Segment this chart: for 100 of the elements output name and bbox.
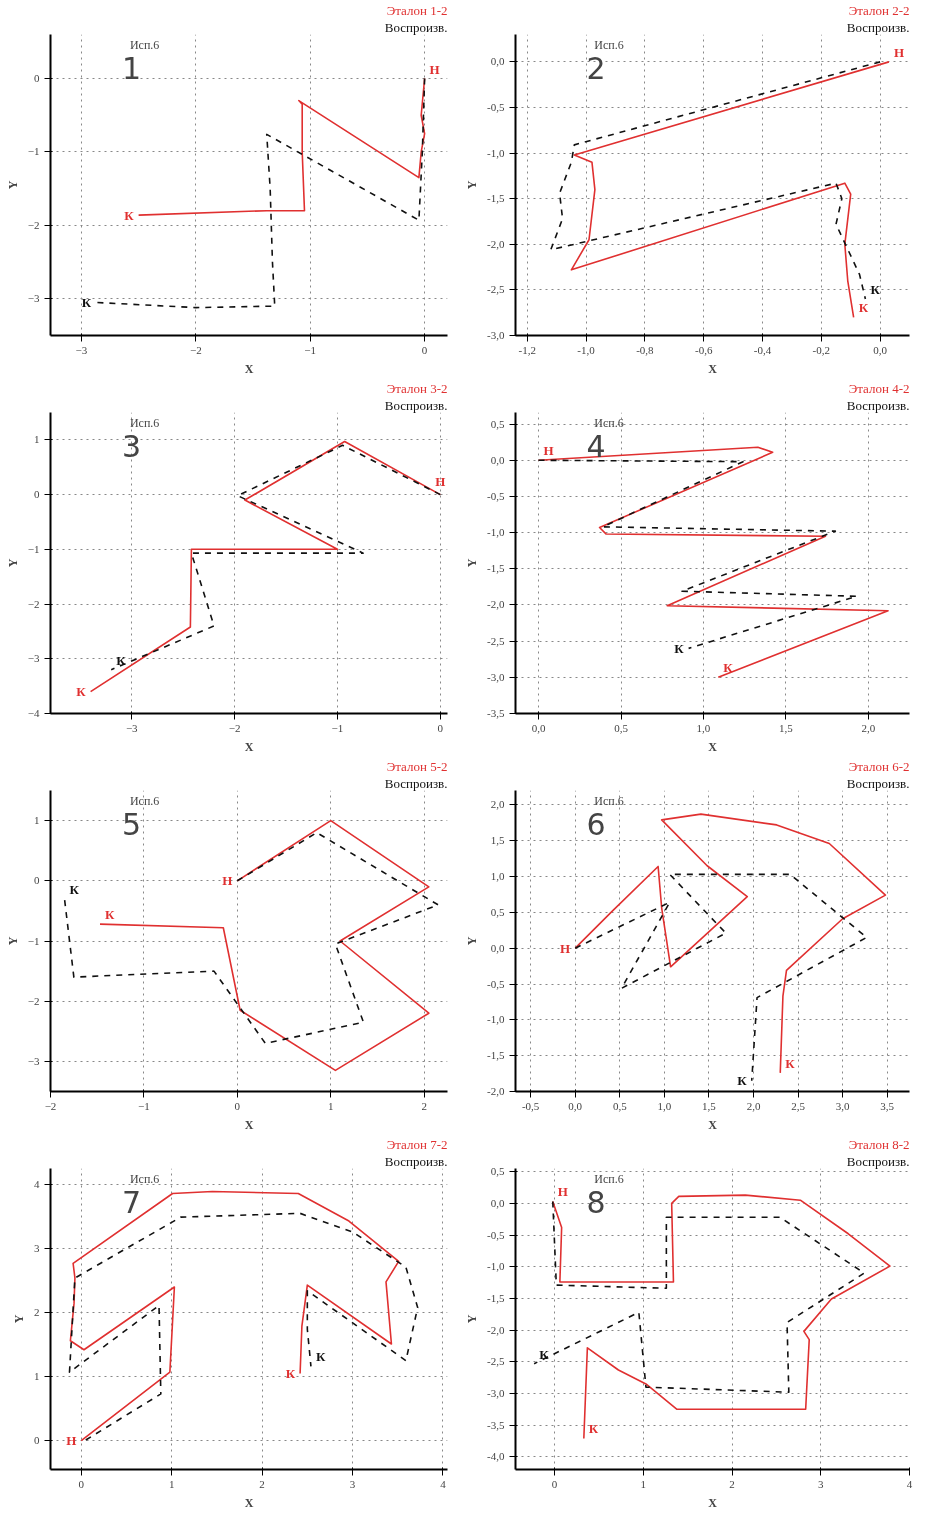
annotation: Н: [893, 44, 905, 60]
annotation: 3: [121, 428, 142, 464]
x-tick-label: 1,0: [696, 721, 711, 734]
y-tick-label: -4,0: [487, 1450, 505, 1463]
y-tick-label: -2,0: [487, 1323, 505, 1336]
annotation: 4: [586, 428, 606, 464]
x-tick-label: 3,5: [880, 1099, 895, 1112]
y-tick-label: 2: [34, 1306, 40, 1319]
x-tick-label: 0,5: [612, 1099, 628, 1112]
annotation: Н: [66, 1433, 77, 1449]
y-tick-label: 1: [34, 814, 40, 827]
annotation: Исп.6: [594, 1171, 624, 1186]
x-tick-label: −2: [228, 721, 241, 734]
annotation: Исп.6: [129, 1171, 160, 1186]
y-tick-label: 1: [34, 1370, 40, 1383]
text: Воспроизв.: [384, 19, 448, 35]
annotation: 7: [121, 1184, 142, 1220]
x-tick-label: 3: [818, 1477, 825, 1490]
text: Воспроизв.: [384, 397, 448, 413]
y-tick-label: 0: [34, 1434, 40, 1447]
annotation: К: [69, 881, 80, 897]
y-tick-label: -1,0: [487, 146, 505, 159]
y-tick-label: -1,0: [487, 526, 505, 539]
y-axis-title: Y: [465, 558, 480, 568]
y-tick-label: −2: [27, 597, 40, 610]
x-tick-label: -0,2: [812, 343, 831, 356]
annotation: Н: [543, 443, 554, 459]
y-axis-title: Y: [5, 180, 20, 190]
text: Воспроизв.: [846, 397, 910, 413]
annotation: К: [737, 1073, 748, 1089]
y-axis-title: Y: [12, 1314, 26, 1324]
y-tick-label: 0,0: [490, 55, 505, 68]
x-tick-label: 1,5: [778, 721, 794, 734]
annotation: Исп.6: [129, 793, 160, 808]
annotation: К: [723, 660, 734, 676]
y-tick-label: 1: [34, 433, 40, 446]
y-tick-label: -1,5: [487, 1049, 505, 1062]
y-axis-title: Y: [5, 558, 20, 568]
y-tick-label: -3,0: [487, 670, 505, 683]
annotation: 6: [586, 806, 606, 842]
annotation: Исп.6: [129, 415, 160, 430]
annotation: Н: [222, 873, 233, 889]
annotation: К: [76, 684, 87, 700]
annotation: К: [315, 1349, 326, 1365]
y-tick-label: -1,5: [487, 192, 505, 205]
x-tick-label: −3: [75, 343, 88, 356]
text: Эталон 5-2: [386, 758, 448, 774]
x-tick-label: 0,5: [614, 721, 629, 734]
y-axis-title: Y: [5, 936, 20, 946]
y-tick-label: 0,5: [490, 417, 505, 430]
y-tick-label: −3: [27, 1054, 40, 1067]
x-tick-label: 1: [327, 1099, 334, 1112]
x-tick-label: -0,6: [694, 343, 713, 356]
y-tick-label: -3,0: [487, 1386, 505, 1399]
y-tick-label: 0,0: [490, 1196, 505, 1209]
x-tick-label: 0: [551, 1477, 558, 1490]
annotation: К: [124, 207, 135, 223]
x-tick-label: 0: [234, 1099, 241, 1112]
y-tick-label: −3: [27, 652, 40, 665]
y-tick-label: −3: [27, 292, 40, 305]
annotation: К: [588, 1421, 599, 1437]
x-tick-label: 0,0: [873, 343, 888, 356]
annotation: Н: [435, 473, 446, 489]
x-tick-label: -0,5: [521, 1099, 540, 1112]
y-tick-label: -0,5: [487, 489, 505, 502]
y-tick-label: 0,5: [490, 1165, 505, 1178]
annotation: К: [674, 640, 685, 656]
text: Эталон 7-2: [386, 1136, 448, 1152]
annotation: Исп.6: [129, 37, 160, 52]
y-tick-label: -1,5: [487, 1291, 505, 1304]
y-tick-label: 1,5: [490, 834, 505, 847]
x-tick-label: 0: [421, 343, 428, 356]
annotation: К: [285, 1365, 296, 1381]
x-tick-label: 1,5: [702, 1099, 717, 1112]
y-tick-label: −1: [27, 145, 40, 158]
x-axis-title: X: [708, 1495, 718, 1510]
y-tick-label: 0,0: [490, 453, 505, 466]
text: Эталон 3-2: [386, 380, 448, 396]
x-tick-label: 0: [437, 721, 444, 734]
y-tick-label: -3,5: [487, 1418, 505, 1431]
x-tick-label: −1: [138, 1099, 150, 1112]
text: Эталон 1-2: [386, 2, 448, 18]
annotation: 2: [586, 50, 606, 86]
x-tick-label: 1,0: [657, 1099, 672, 1112]
x-axis-title: X: [708, 1117, 718, 1132]
y-tick-label: 0: [34, 874, 40, 887]
x-tick-label: −3: [125, 721, 139, 734]
y-tick-label: -1,0: [487, 1260, 505, 1273]
x-tick-label: 2: [729, 1477, 735, 1490]
x-tick-label: 0: [78, 1477, 85, 1490]
text: Эталон 2-2: [848, 2, 910, 18]
y-tick-label: -0,5: [487, 977, 505, 990]
annotation: Исп.6: [594, 415, 624, 430]
x-tick-label: -0,4: [753, 343, 772, 356]
annotation: Исп.6: [594, 793, 624, 808]
y-axis-title: Y: [465, 936, 480, 946]
annotation: 5: [121, 806, 142, 842]
text: Воспроизв.: [384, 1153, 448, 1169]
x-tick-label: −1: [304, 343, 317, 356]
y-tick-label: 0: [34, 72, 40, 85]
